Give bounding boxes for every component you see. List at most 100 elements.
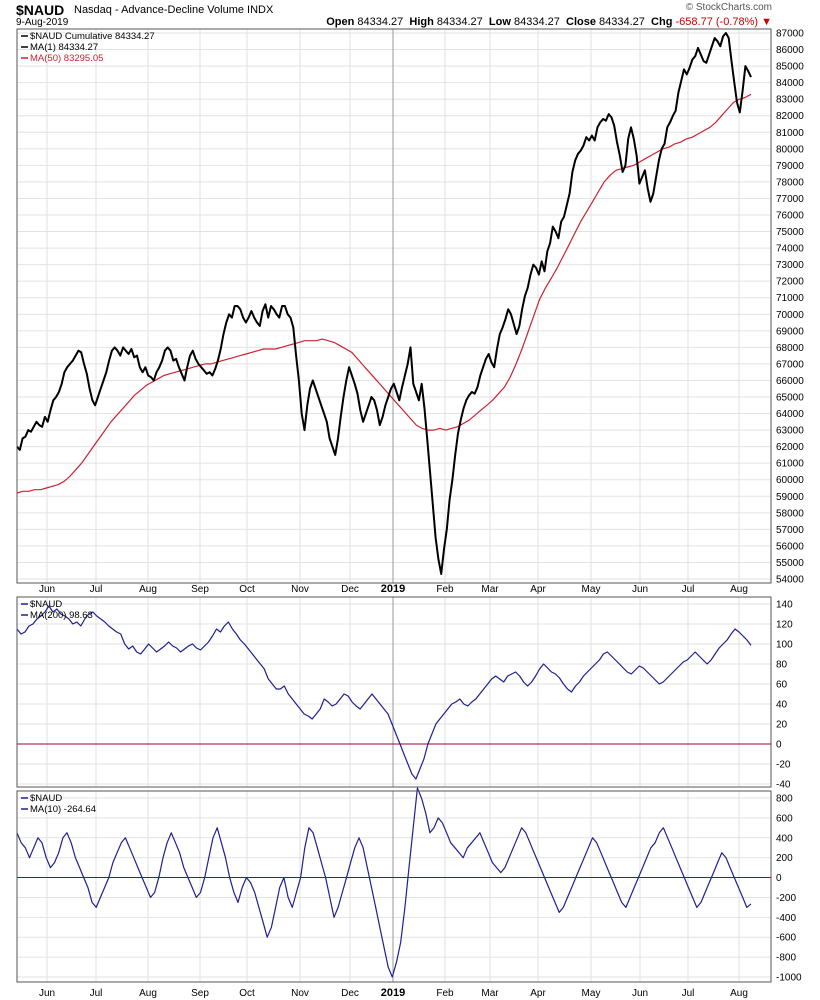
x-tick-label: May	[582, 988, 601, 999]
y-tick-label: 54000	[776, 575, 804, 586]
ma50-line	[16, 93, 752, 494]
y-tick-label: 56000	[776, 541, 804, 552]
panel-frame	[16, 790, 772, 983]
y-tick-label: 0	[776, 873, 782, 884]
x-tick-label: Oct	[239, 584, 255, 595]
x-tick-label: Aug	[139, 584, 157, 595]
y-tick-label: 62000	[776, 442, 804, 453]
panel-frame	[16, 28, 772, 584]
y-tick-label: 55000	[776, 558, 804, 569]
x-tick-label: Jul	[90, 988, 103, 999]
y-tick-label: -600	[776, 933, 796, 944]
y-tick-label: 800	[776, 794, 793, 805]
y-tick-label: 63000	[776, 426, 804, 437]
x-tick-label: Apr	[530, 584, 546, 595]
x-tick-label: Sep	[191, 988, 209, 999]
y-tick-label: 20	[776, 720, 788, 731]
legend-entry: $NAUD	[30, 793, 62, 804]
high-value: 84334.27	[436, 16, 483, 28]
y-tick-label: 79000	[776, 161, 804, 172]
legend-entry: MA(1) 84334.27	[30, 42, 98, 53]
y-tick-label: 58000	[776, 508, 804, 519]
close-value: 84334.27	[599, 16, 645, 28]
y-tick-label: 68000	[776, 343, 804, 354]
panel-frame	[16, 596, 772, 788]
y-tick-label: -40	[776, 780, 791, 791]
x-tick-label: Apr	[530, 988, 546, 999]
panel-ma10: -1000-800-600-400-2000200400600800$NAUDM…	[16, 787, 802, 999]
x-tick-label: Dec	[341, 988, 359, 999]
y-tick-label: 200	[776, 853, 793, 864]
symbol-name: Nasdaq - Advance-Decline Volume INDX	[74, 4, 273, 16]
x-tick-label: Jun	[632, 584, 648, 595]
cumulative-line	[16, 32, 752, 575]
x-tick-label: 2019	[381, 987, 405, 999]
high-label: High	[409, 16, 434, 28]
exchange: INDX	[247, 4, 274, 16]
y-tick-label: 70000	[776, 310, 804, 321]
y-tick-label: 64000	[776, 409, 804, 420]
symbol[interactable]: $NAUD	[16, 2, 65, 18]
x-tick-label: Jul	[682, 584, 695, 595]
chart-header: $NAUD Nasdaq - Advance-Decline Volume IN…	[0, 0, 820, 28]
x-tick-label: Aug	[730, 988, 748, 999]
x-tick-label: Feb	[436, 988, 454, 999]
y-tick-label: 87000	[776, 29, 804, 40]
y-tick-label: -1000	[776, 973, 802, 984]
x-tick-label: Jul	[682, 988, 695, 999]
y-tick-label: 120	[776, 620, 793, 631]
symbol-description: Nasdaq - Advance-Decline Volume	[74, 4, 244, 16]
indicator-line	[16, 787, 752, 978]
x-tick-label: Jun	[39, 988, 55, 999]
y-tick-label: 100	[776, 640, 793, 651]
x-tick-label: Aug	[730, 584, 748, 595]
x-tick-label: Aug	[139, 988, 157, 999]
x-tick-label: Nov	[291, 988, 309, 999]
x-tick-label: Jun	[632, 988, 648, 999]
down-arrow-icon: ▼	[761, 16, 772, 28]
open-value: 84334.27	[357, 16, 404, 28]
x-tick-label: Nov	[291, 584, 309, 595]
y-tick-label: -400	[776, 913, 796, 924]
open-label: Open	[326, 16, 355, 28]
panel-main: 54000 55000 56000 57000 58000 59000 60000 61000…	[16, 28, 804, 595]
y-tick-label: 83000	[776, 95, 804, 106]
y-tick-label: 65000	[776, 393, 804, 404]
y-tick-label: 40	[776, 700, 788, 711]
y-tick-label: 73000	[776, 260, 804, 271]
y-tick-label: 140	[776, 600, 793, 611]
x-tick-label: Feb	[436, 584, 454, 595]
y-tick-label: 400	[776, 833, 793, 844]
y-tick-label: 60000	[776, 475, 804, 486]
x-tick-label: Mar	[481, 988, 499, 999]
y-tick-label: 60	[776, 680, 788, 691]
y-tick-label: 57000	[776, 525, 804, 536]
y-tick-label: 74000	[776, 244, 804, 255]
x-tick-label: Jul	[90, 584, 103, 595]
x-tick-label: 2019	[381, 583, 405, 595]
brand-watermark: © StockCharts.com	[685, 2, 772, 13]
chart-date: 9-Aug-2019	[16, 17, 69, 28]
y-tick-label: -200	[776, 893, 796, 904]
y-tick-label: 72000	[776, 277, 804, 288]
y-tick-label: 77000	[776, 194, 804, 205]
y-tick-label: 69000	[776, 326, 804, 337]
indicator-line	[16, 605, 752, 780]
legend-entry: MA(10) -264.64	[30, 804, 96, 815]
x-tick-label: May	[582, 584, 601, 595]
y-tick-label: 71000	[776, 293, 804, 304]
low-label: Low	[488, 16, 511, 28]
y-tick-label: 76000	[776, 211, 804, 222]
x-tick-label: Oct	[239, 988, 255, 999]
y-tick-label: -800	[776, 953, 796, 964]
legend-entry: MA(200) 98.63	[30, 610, 93, 621]
y-tick-label: 59000	[776, 492, 804, 503]
y-tick-label: 67000	[776, 359, 804, 370]
legend-entry: $NAUD	[30, 599, 62, 610]
low-value: 84334.27	[513, 16, 560, 28]
x-tick-label: Dec	[341, 584, 359, 595]
legend-entry: $NAUD Cumulative 84334.27	[30, 31, 155, 42]
y-tick-label: 78000	[776, 177, 804, 188]
